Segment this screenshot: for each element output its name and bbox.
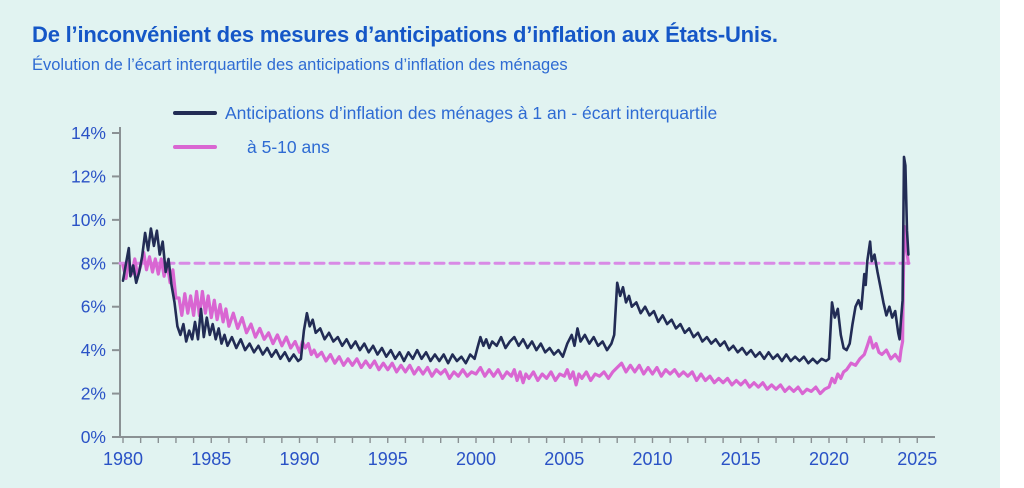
x-tick-label: 1985: [191, 449, 231, 469]
y-tick-label: 6%: [81, 297, 106, 317]
chart-subtitle: Évolution de l’écart interquartile des a…: [32, 56, 568, 74]
legend-item-5-10y: à 5-10 ans: [173, 130, 717, 164]
chart-canvas: 0% 2% 4% 6% 8% 10% 12% 14% 1980 1985 1990 1995 2000 2…: [71, 123, 937, 469]
legend-swatch-1y: [173, 111, 217, 115]
legend-item-1y: Anticipations d’inflation des ménages à …: [173, 96, 717, 130]
x-tick-label: 1990: [279, 449, 319, 469]
chart-title: De l’inconvénient des mesures d’anticipa…: [32, 22, 778, 47]
y-tick-label: 12%: [71, 166, 106, 186]
legend-label-5-10y: à 5-10 ans: [247, 136, 330, 157]
y-tick-label: 4%: [81, 340, 106, 360]
x-tick-label: 2005: [544, 449, 584, 469]
y-tick-label: 14%: [71, 123, 106, 143]
x-tick-label: 2015: [721, 449, 761, 469]
y-tick-label: 2%: [81, 384, 106, 404]
x-tick-label: 2010: [632, 449, 672, 469]
x-tick-label: 1995: [368, 449, 408, 469]
series-line-5-10y: [121, 224, 911, 396]
legend-label-1y: Anticipations d’inflation des ménages à …: [225, 102, 718, 123]
x-tick-label: 2025: [897, 449, 937, 469]
x-tick-label: 2000: [456, 449, 496, 469]
x-tick-label: 1980: [103, 449, 143, 469]
series-line-1y: [121, 155, 910, 365]
y-tick-label: 8%: [81, 253, 106, 273]
y-tick-label: 0%: [81, 427, 106, 447]
chart-panel: De l’inconvénient des mesures d’anticipa…: [0, 0, 1000, 488]
y-tick-label: 10%: [71, 210, 106, 230]
legend-swatch-5-10y: [173, 145, 217, 149]
legend: Anticipations d’inflation des ménages à …: [173, 96, 717, 164]
x-tick-label: 2020: [809, 449, 849, 469]
